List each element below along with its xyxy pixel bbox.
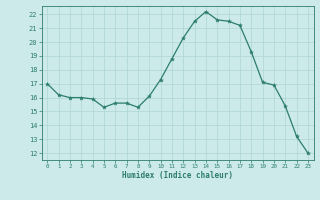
X-axis label: Humidex (Indice chaleur): Humidex (Indice chaleur) <box>122 171 233 180</box>
